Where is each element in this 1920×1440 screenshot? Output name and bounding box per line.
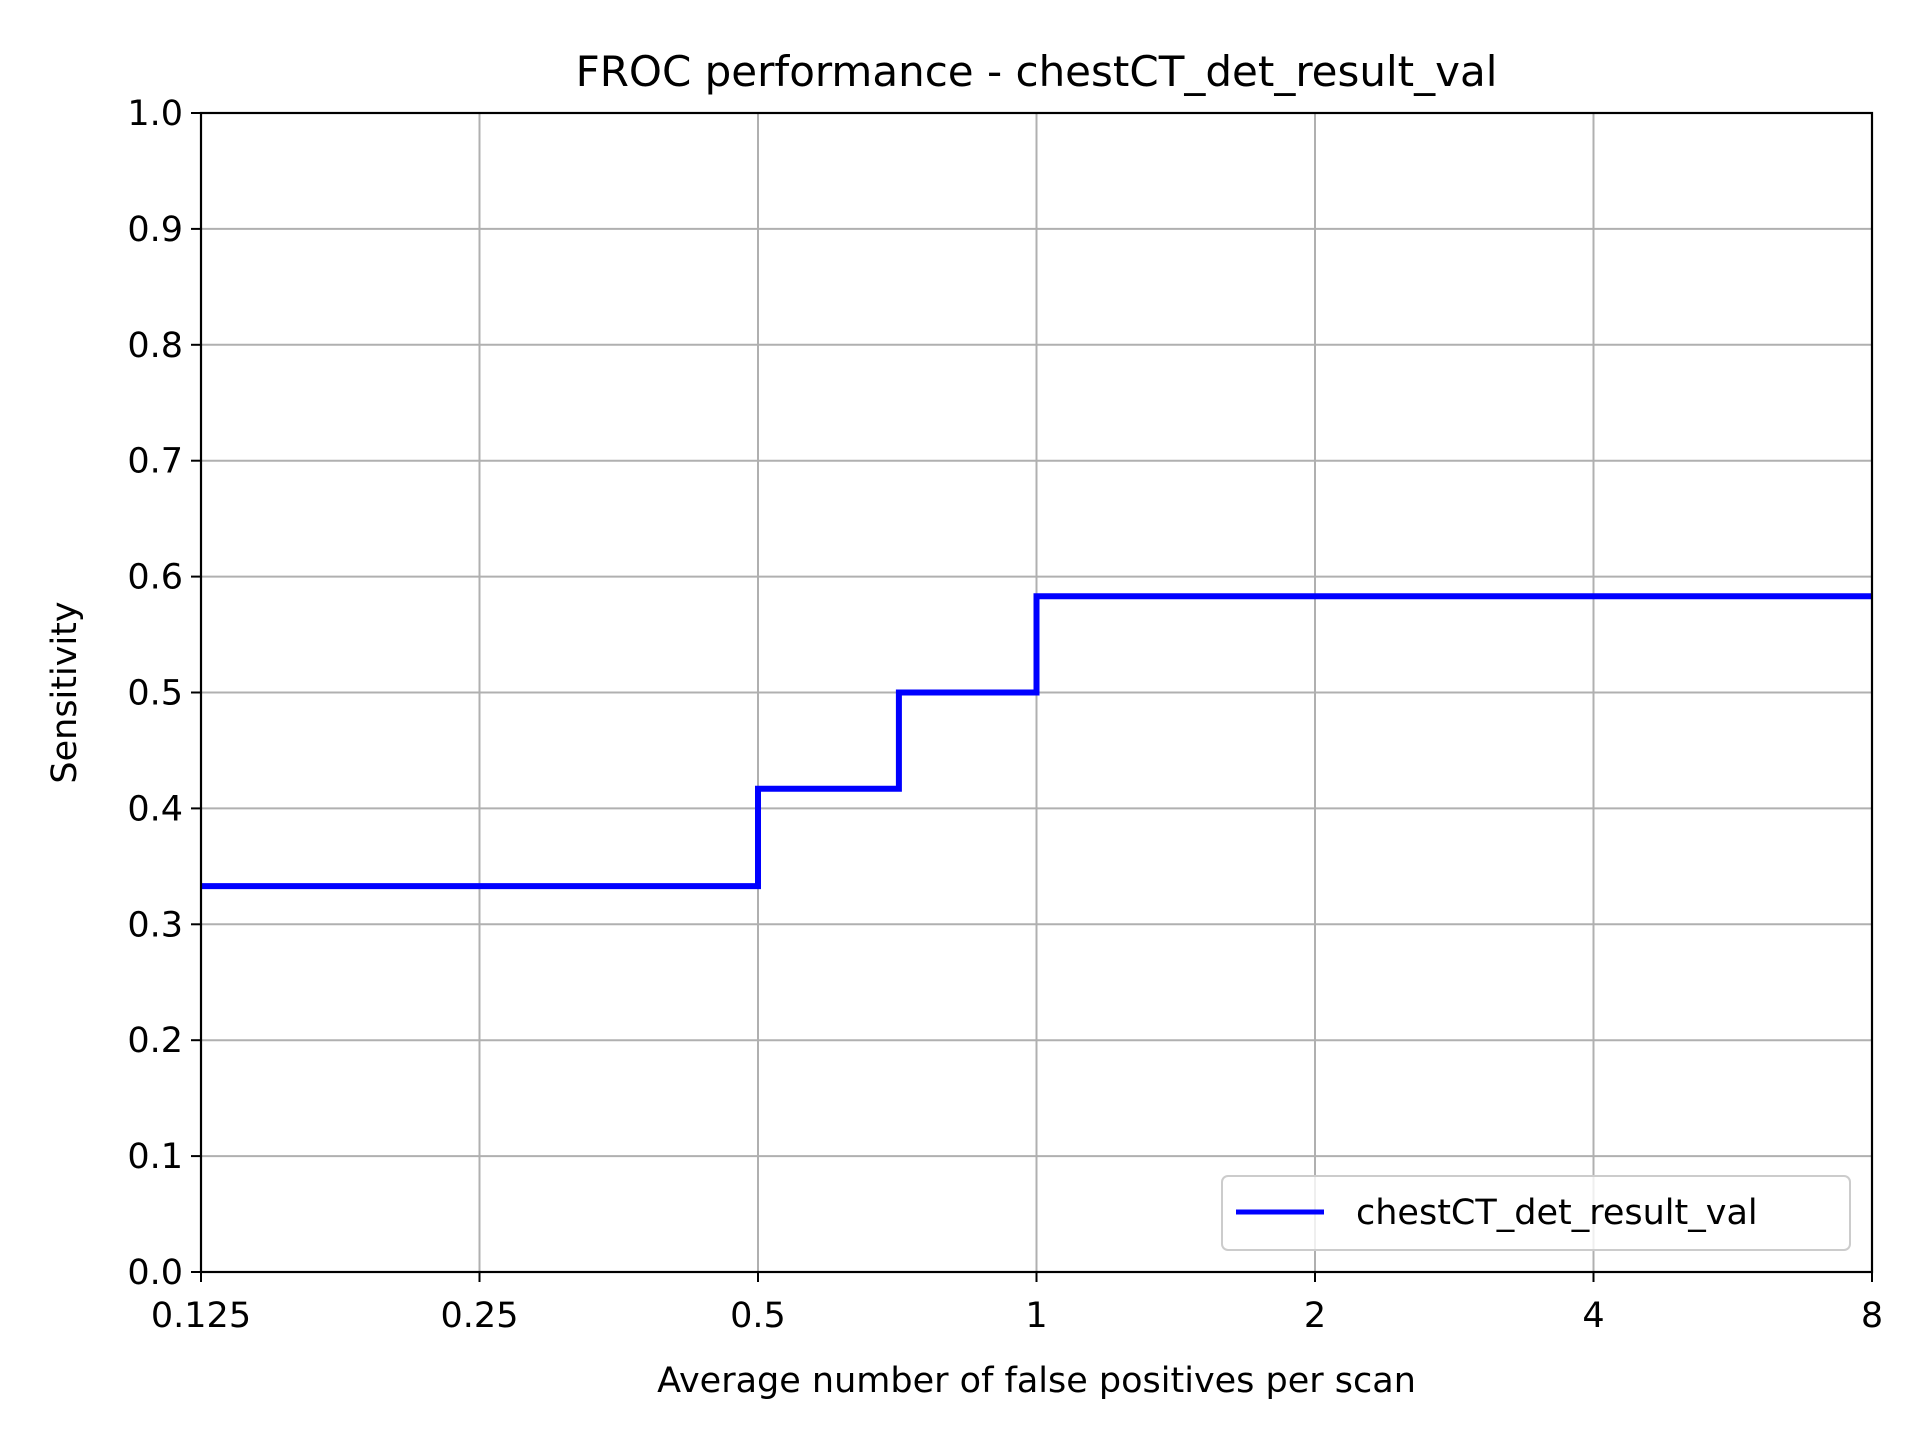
x-tick-label: 0.125: [151, 1296, 251, 1336]
x-tick-label: 4: [1582, 1296, 1604, 1336]
y-tick-label: 0.3: [127, 905, 183, 945]
x-tick-label: 1: [1025, 1296, 1047, 1336]
legend-label: chestCT_det_result_val: [1356, 1193, 1758, 1233]
x-tick-label: 0.5: [730, 1296, 786, 1336]
x-axis-label: Average number of false positives per sc…: [657, 1361, 1416, 1401]
data-layer: [201, 593, 1872, 890]
y-tick-label: 0.2: [127, 1021, 183, 1061]
legend-box: [1221, 1175, 1851, 1251]
chart-title: FROC performance - chestCT_det_result_va…: [576, 47, 1498, 96]
y-tick-label: 0.4: [127, 789, 183, 829]
x-tick-label: 2: [1304, 1296, 1326, 1336]
y-tick-label: 1.0: [127, 94, 183, 134]
series-line: [201, 593, 1872, 890]
x-tick-label: 8: [1861, 1296, 1883, 1336]
y-axis-label: Sensitivity: [45, 601, 85, 783]
y-tick-label: 0.8: [127, 326, 183, 366]
y-tick-label: 0.0: [127, 1253, 183, 1293]
y-tick-label: 0.1: [127, 1137, 183, 1177]
y-tick-label: 0.5: [127, 674, 183, 714]
legend: chestCT_det_result_val: [1221, 1175, 1851, 1251]
y-tick-label: 0.6: [127, 558, 183, 598]
tick-layer: 0.125 0.25 0.5 1 2 4 8 0.0 0.1 0.2 0.3 0.4 0.5 0.6 0.7…: [127, 94, 1883, 1336]
y-tick-label: 0.9: [127, 210, 183, 250]
y-tick-label: 0.7: [127, 442, 183, 482]
x-tick-label: 0.25: [441, 1296, 519, 1336]
